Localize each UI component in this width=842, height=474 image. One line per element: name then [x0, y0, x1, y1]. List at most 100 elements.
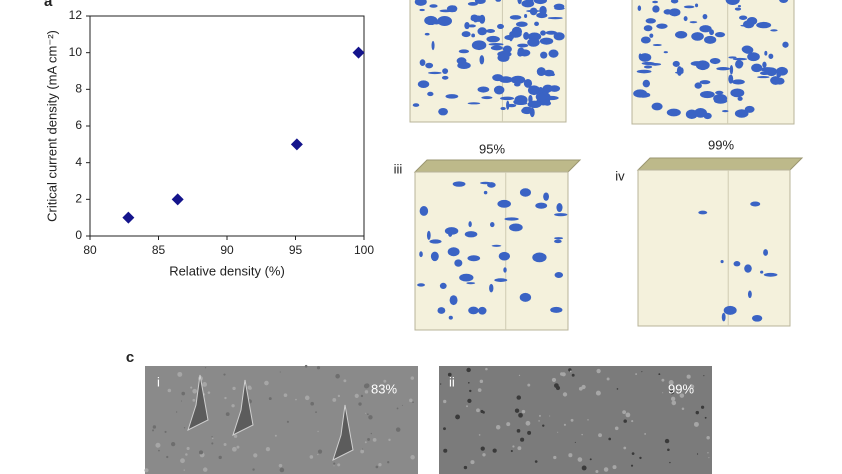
grain — [563, 423, 566, 426]
grain — [362, 448, 364, 450]
pore — [536, 12, 548, 19]
y-axis-label: Critical current density (mA cm⁻²) — [44, 30, 59, 222]
pore — [649, 33, 654, 38]
pore — [643, 65, 653, 69]
pore — [743, 20, 755, 29]
grain — [689, 384, 695, 389]
pore — [679, 67, 684, 74]
point — [122, 211, 135, 224]
pore — [713, 93, 728, 104]
grain — [561, 372, 566, 377]
grain — [595, 469, 599, 473]
pore — [504, 34, 514, 41]
pore — [694, 82, 702, 89]
pore — [419, 206, 429, 216]
pore — [747, 290, 752, 299]
cube-face — [637, 169, 791, 327]
pore — [656, 23, 668, 29]
pore — [467, 1, 478, 6]
panel-letter: a — [44, 0, 53, 10]
grain — [401, 404, 403, 406]
grain — [704, 416, 707, 419]
grain — [265, 446, 271, 452]
grain — [343, 379, 347, 383]
pore — [425, 62, 434, 69]
grain — [177, 371, 183, 377]
pore — [457, 61, 471, 70]
pore — [464, 231, 478, 238]
grain — [612, 465, 617, 470]
pore — [426, 230, 431, 240]
grain — [581, 465, 587, 471]
pore — [770, 76, 782, 85]
pore — [554, 239, 562, 244]
pore — [721, 312, 726, 322]
grain — [181, 400, 183, 402]
pore — [640, 36, 651, 44]
pore — [479, 14, 486, 24]
grain — [538, 414, 541, 417]
grain — [304, 395, 310, 401]
pore — [471, 40, 487, 51]
pore — [419, 8, 425, 12]
grain — [443, 427, 446, 431]
grain — [372, 438, 377, 442]
grain — [630, 464, 634, 467]
pore — [507, 103, 517, 108]
grain — [479, 379, 484, 384]
pore — [750, 201, 761, 207]
pore — [544, 95, 559, 101]
grain — [514, 408, 520, 413]
grain — [708, 457, 710, 459]
grain — [358, 402, 362, 406]
pore — [466, 282, 476, 285]
cube-renderings — [409, 0, 804, 331]
pore — [540, 51, 548, 59]
grain — [644, 433, 647, 435]
pore — [427, 71, 442, 75]
grain — [553, 455, 557, 460]
grain — [622, 410, 627, 415]
pore — [537, 87, 544, 94]
grain — [268, 397, 272, 401]
grain — [279, 467, 285, 473]
grain — [707, 452, 709, 454]
pore — [438, 107, 448, 116]
pore — [548, 49, 559, 58]
grain — [335, 373, 340, 379]
pore — [663, 51, 668, 54]
grain — [360, 449, 365, 454]
pore — [638, 53, 642, 60]
pore — [683, 16, 688, 22]
grain — [679, 393, 685, 398]
crack — [187, 374, 209, 431]
grain — [198, 450, 204, 455]
pore — [757, 76, 770, 79]
grain — [225, 412, 230, 417]
pore — [652, 0, 659, 4]
grain — [144, 468, 149, 473]
grain — [383, 379, 387, 383]
grain — [218, 455, 222, 460]
pore — [541, 87, 549, 96]
pore — [486, 35, 500, 43]
grain — [378, 463, 382, 467]
grain — [316, 366, 321, 370]
pore — [523, 79, 533, 88]
pore — [770, 29, 778, 32]
pore — [467, 255, 481, 262]
grain — [387, 461, 390, 464]
pore — [439, 282, 447, 289]
x-tick-label: 100 — [354, 243, 374, 257]
grain — [608, 437, 612, 441]
grain — [693, 421, 699, 427]
pore — [431, 40, 435, 51]
grain — [635, 373, 638, 375]
pore — [442, 68, 449, 74]
pore — [714, 31, 726, 38]
crack — [232, 379, 254, 436]
point — [352, 46, 365, 59]
grain — [492, 448, 497, 453]
pore — [723, 305, 737, 315]
pore — [481, 96, 493, 100]
